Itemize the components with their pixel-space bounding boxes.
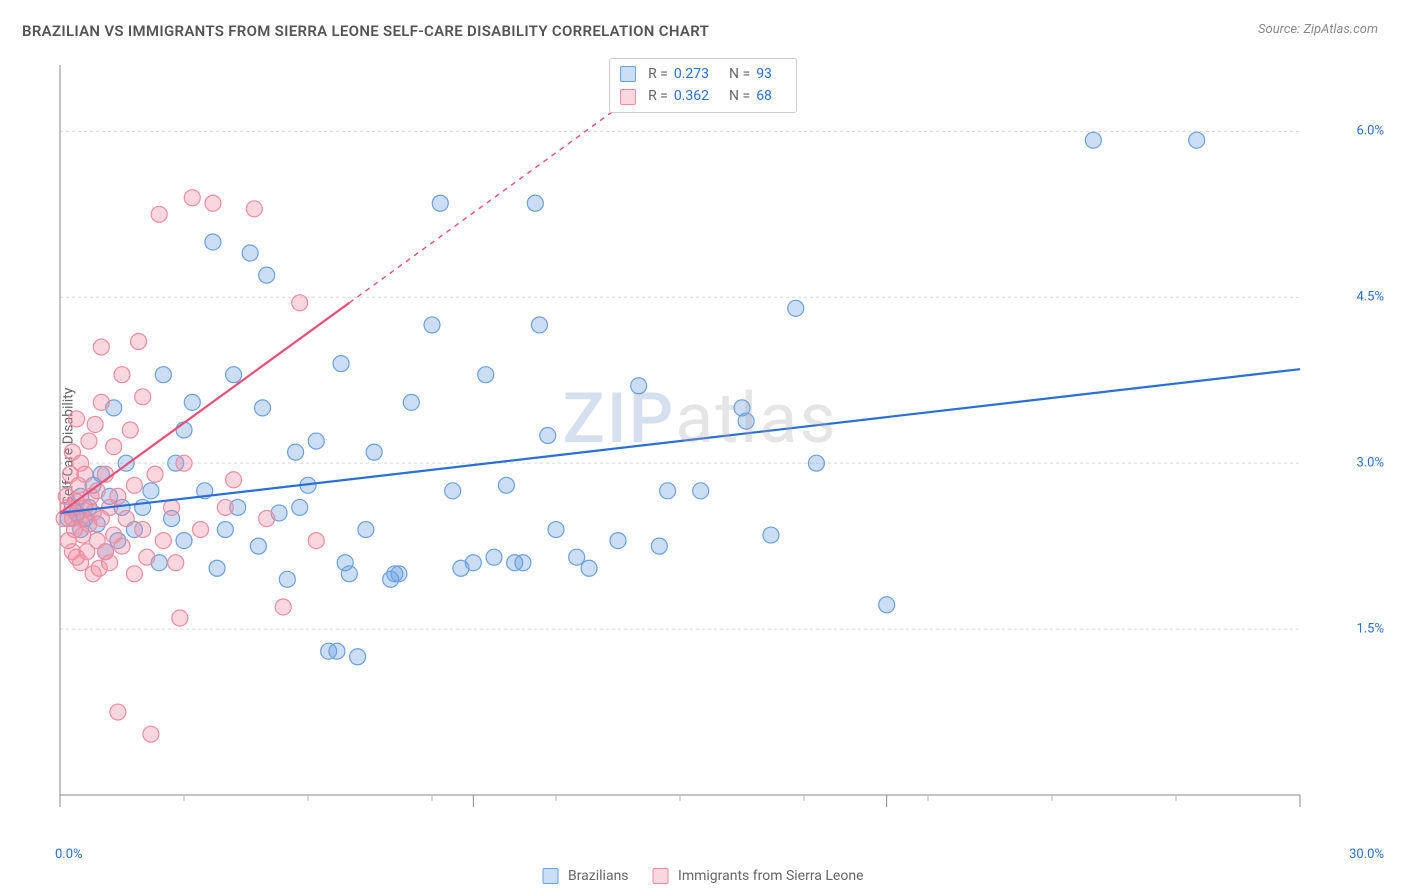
- correlation-legend: R = 0.273 N = 93 R = 0.362 N = 68: [609, 58, 797, 113]
- n-label: N =: [729, 85, 750, 107]
- legend-label: Brazilians: [568, 868, 629, 884]
- legend-item: Immigrants from Sierra Leone: [653, 868, 864, 884]
- chart-title: BRAZILIAN VS IMMIGRANTS FROM SIERRA LEON…: [22, 22, 709, 40]
- source-link[interactable]: ZipAtlas.com: [1303, 22, 1378, 37]
- legend-label: Immigrants from Sierra Leone: [678, 868, 863, 884]
- x-tick-label-min: 0.0%: [55, 847, 83, 862]
- source-attribution: Source: ZipAtlas.com: [1258, 22, 1378, 37]
- n-label: N =: [729, 63, 750, 85]
- correlation-legend-row: R = 0.362 N = 68: [620, 85, 786, 107]
- source-prefix: Source:: [1258, 22, 1303, 37]
- legend-swatch: [620, 89, 636, 105]
- series-legend: Brazilians Immigrants from Sierra Leone: [543, 868, 864, 884]
- y-tick-label: 6.0%: [1356, 124, 1384, 139]
- legend-swatch: [620, 66, 636, 82]
- y-tick-label: 4.5%: [1356, 290, 1384, 305]
- y-tick-label: 3.0%: [1356, 456, 1384, 471]
- y-tick-label: 1.5%: [1356, 622, 1384, 637]
- r-value: 0.273: [674, 63, 709, 85]
- n-value: 93: [756, 63, 772, 85]
- n-value: 68: [756, 85, 772, 107]
- legend-item: Brazilians: [543, 868, 629, 884]
- legend-swatch: [543, 868, 559, 884]
- r-label: R =: [648, 85, 668, 107]
- r-value: 0.362: [674, 85, 709, 107]
- legend-swatch: [653, 868, 669, 884]
- x-tick-label-max: 30.0%: [1349, 847, 1384, 862]
- r-label: R =: [648, 63, 668, 85]
- correlation-legend-row: R = 0.273 N = 93: [620, 63, 786, 85]
- scatter-chart-svg: [50, 55, 1350, 830]
- plot-area: ZIPatlas: [50, 55, 1350, 830]
